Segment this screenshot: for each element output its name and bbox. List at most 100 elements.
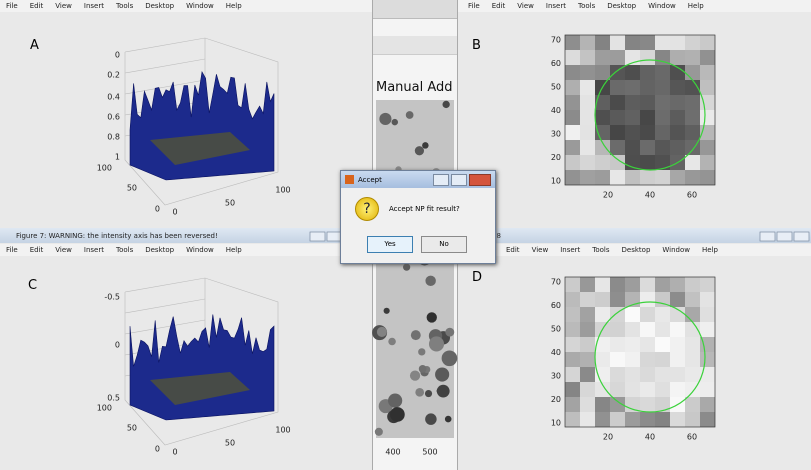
pixel	[640, 397, 655, 412]
dialog: Accept ? Accept NP fit result? Yes No	[340, 170, 496, 264]
pixel	[700, 35, 715, 50]
pixel	[685, 307, 700, 322]
pixel	[610, 125, 625, 140]
pixel	[700, 292, 715, 307]
pixel	[580, 95, 595, 110]
screen: FileEditViewInsertToolsDesktopWindowHelp…	[0, 0, 811, 470]
x-tick-label: 20	[603, 433, 613, 442]
z-tick-label: 0.5	[107, 394, 120, 403]
particle	[415, 388, 424, 397]
pixel	[565, 367, 580, 382]
pixel	[655, 95, 670, 110]
pixel	[640, 65, 655, 80]
particle	[425, 390, 432, 397]
pixel	[580, 110, 595, 125]
particle	[406, 111, 414, 119]
z-tick-label: 0.2	[107, 71, 120, 80]
window-button	[310, 232, 325, 241]
x-tick-label: 0	[172, 208, 177, 217]
pixel	[655, 125, 670, 140]
pixel	[625, 65, 640, 80]
pixel	[565, 412, 580, 427]
pixel	[700, 80, 715, 95]
pixel	[700, 307, 715, 322]
particle	[425, 276, 435, 286]
pixel	[685, 352, 700, 367]
pixel	[580, 367, 595, 382]
z-tick-label: 0.8	[107, 133, 120, 142]
pixel	[595, 352, 610, 367]
grid-line	[125, 320, 205, 334]
y-tick-label: 40	[551, 348, 561, 357]
grid-line	[125, 299, 205, 313]
pixel	[565, 65, 580, 80]
pixel	[670, 292, 685, 307]
pixel	[610, 382, 625, 397]
pixel	[610, 110, 625, 125]
particle	[442, 101, 449, 108]
pixel	[685, 397, 700, 412]
pixel	[580, 337, 595, 352]
pixel	[625, 412, 640, 427]
y-tick-label: 50	[127, 424, 137, 433]
dialog-title: Accept	[358, 176, 382, 184]
y-tick-label: 20	[551, 395, 561, 404]
y-tick-label: 0	[155, 445, 160, 454]
pixel	[700, 322, 715, 337]
pixel	[655, 382, 670, 397]
close-button[interactable]	[469, 174, 491, 186]
pixel	[565, 322, 580, 337]
pixel	[580, 65, 595, 80]
pixel	[625, 170, 640, 185]
x-tick-label: 100	[275, 186, 290, 195]
pixel	[610, 352, 625, 367]
y-tick-label: 50	[551, 83, 561, 92]
question-icon: ?	[355, 197, 379, 221]
pixel	[670, 352, 685, 367]
pixel	[595, 50, 610, 65]
particle	[425, 413, 436, 424]
pixel	[685, 337, 700, 352]
grid-line	[125, 59, 205, 73]
pixel	[580, 277, 595, 292]
pixel	[610, 337, 625, 352]
pixel	[655, 367, 670, 382]
pixel	[655, 170, 670, 185]
y-tick-label: 70	[551, 278, 561, 287]
pixel	[595, 110, 610, 125]
pixel	[670, 367, 685, 382]
particle	[437, 385, 450, 398]
pixel	[565, 352, 580, 367]
app-icon	[345, 175, 354, 184]
pixel	[565, 382, 580, 397]
pixel	[655, 110, 670, 125]
maximize-button[interactable]	[451, 174, 467, 186]
pixel	[670, 125, 685, 140]
pixel	[565, 170, 580, 185]
pixel	[625, 80, 640, 95]
minimize-button[interactable]	[433, 174, 449, 186]
pixel	[700, 110, 715, 125]
pixel	[610, 80, 625, 95]
pixel	[640, 322, 655, 337]
x-tick-label: 50	[225, 199, 235, 208]
pixel	[685, 155, 700, 170]
particle	[415, 146, 424, 155]
pixel	[625, 277, 640, 292]
yes-button[interactable]: Yes	[367, 236, 413, 253]
pixel	[640, 80, 655, 95]
pixel	[625, 307, 640, 322]
z-tick-label: 0	[115, 341, 120, 350]
pixel	[685, 292, 700, 307]
pixel	[700, 397, 715, 412]
pixel	[625, 110, 640, 125]
particle	[429, 336, 444, 351]
particle	[388, 338, 396, 346]
x-tick-label: 100	[275, 426, 290, 435]
pixel	[670, 382, 685, 397]
particle	[377, 327, 387, 337]
no-button[interactable]: No	[421, 236, 467, 253]
surface-plot: -0.500.5100500050100	[97, 278, 291, 457]
pixel	[640, 170, 655, 185]
dialog-message: Accept NP fit result?	[389, 205, 460, 213]
